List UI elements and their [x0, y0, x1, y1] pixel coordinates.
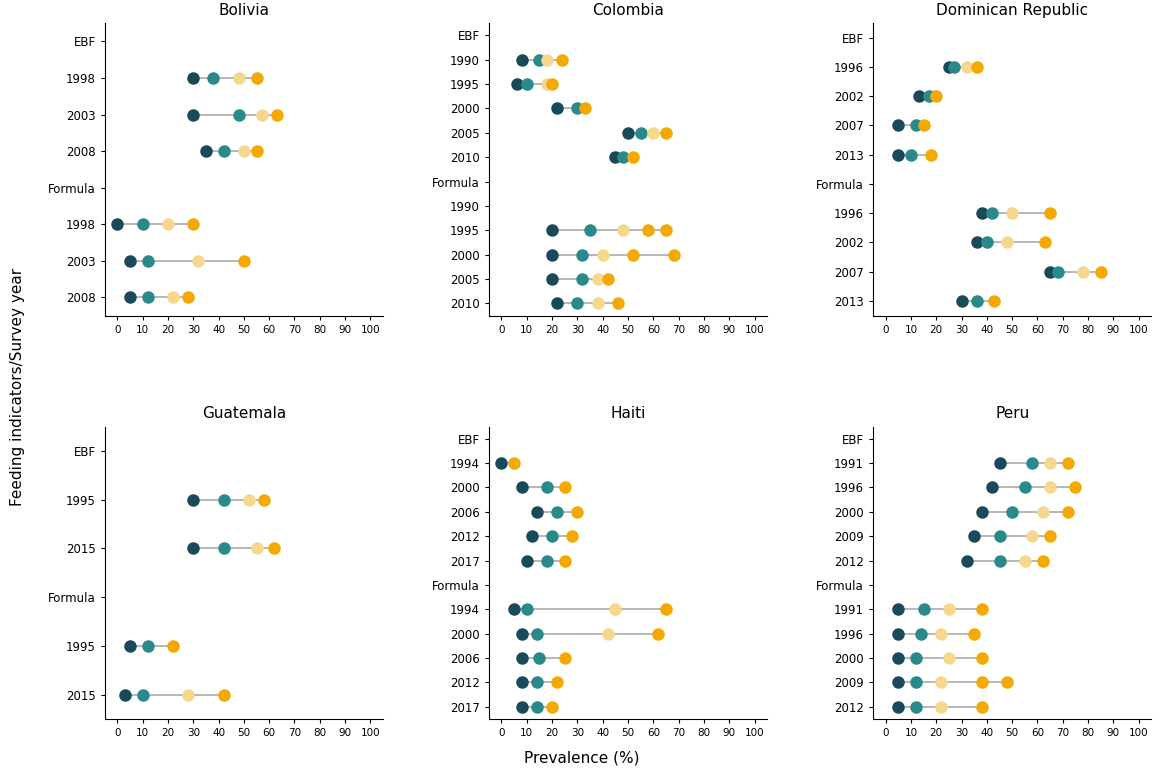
Title: Dominican Republic: Dominican Republic — [936, 3, 1089, 18]
Title: Peru: Peru — [996, 407, 1029, 421]
Title: Colombia: Colombia — [592, 3, 664, 18]
Title: Bolivia: Bolivia — [219, 3, 270, 18]
Title: Guatemala: Guatemala — [201, 407, 286, 421]
Text: Prevalence (%): Prevalence (%) — [523, 751, 640, 765]
Title: Haiti: Haiti — [611, 407, 645, 421]
Text: Feeding indicators/Survey year: Feeding indicators/Survey year — [10, 267, 24, 506]
